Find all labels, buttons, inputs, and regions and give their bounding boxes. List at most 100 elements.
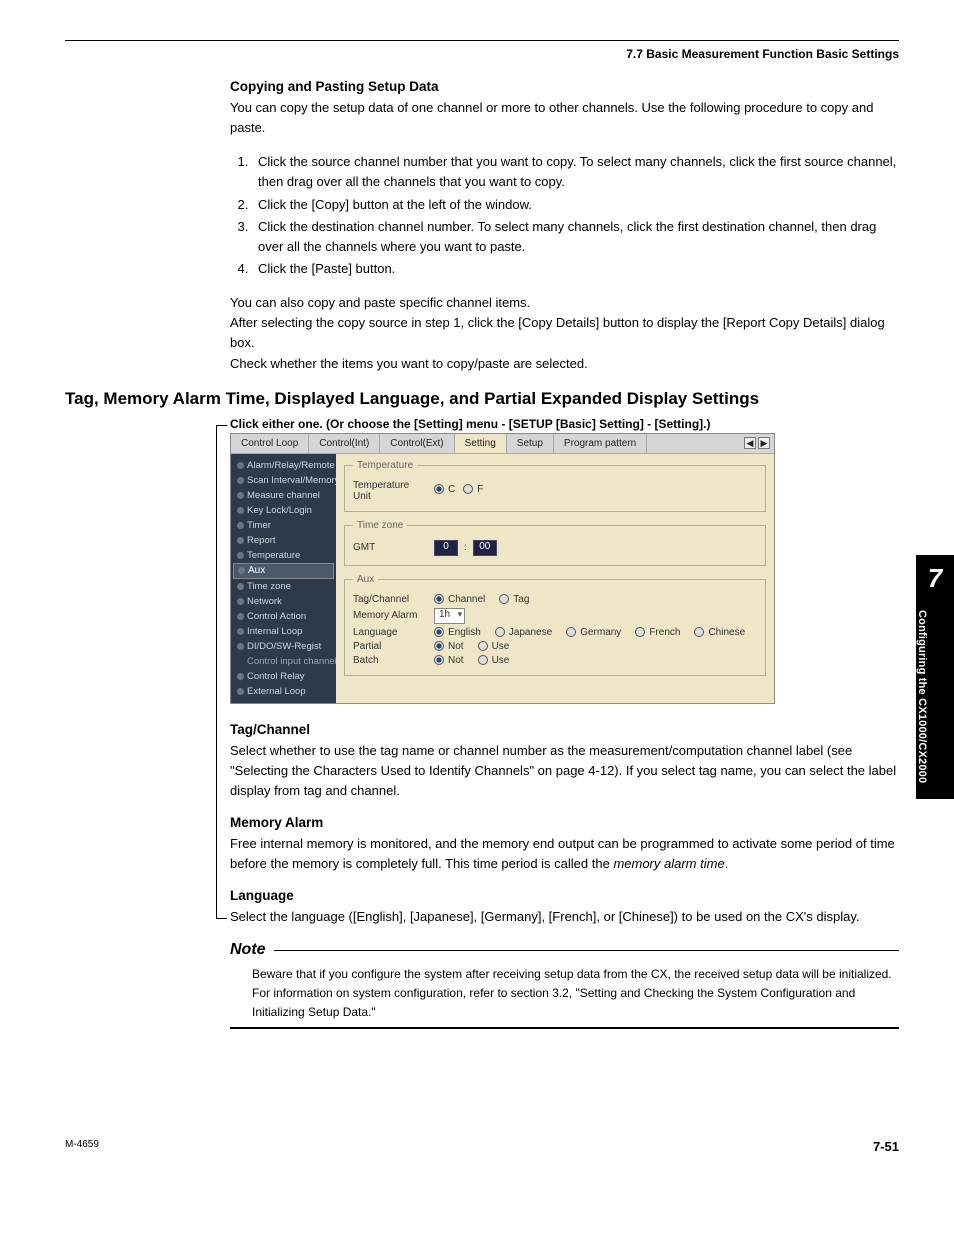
tab-bar: Control LoopControl(Int)Control(Ext)Sett… [231, 434, 774, 454]
bullet-icon [237, 643, 244, 650]
bullet-icon [237, 522, 244, 529]
tab-scroll-right-icon[interactable]: ▶ [758, 437, 770, 449]
sidebar-item[interactable]: Measure channel [233, 488, 334, 503]
tab-control-int-[interactable]: Control(Int) [309, 434, 380, 453]
memory-alarm-text: Free internal memory is monitored, and t… [230, 834, 899, 874]
sidebar-item[interactable]: Internal Loop [233, 624, 334, 639]
select-memory-alarm[interactable]: 1h [434, 608, 465, 624]
sidebar-item[interactable]: Control Action [233, 609, 334, 624]
bullet-icon [237, 583, 244, 590]
bullet-icon [237, 613, 244, 620]
tab-setting[interactable]: Setting [455, 434, 507, 453]
bullet-icon [237, 477, 244, 484]
radio-icon [566, 627, 576, 637]
radio-language-chinese[interactable]: Chinese [694, 627, 745, 638]
language-text: Select the language ([English], [Japanes… [230, 907, 899, 927]
sidebar-item[interactable]: Report [233, 533, 334, 548]
aux-row: PartialNotUse [353, 641, 757, 652]
sidebar-item[interactable]: Control input channel [233, 654, 334, 669]
sidebar-item[interactable]: Time zone [233, 579, 334, 594]
radio-icon [463, 484, 473, 494]
sidebar-item[interactable]: Scan Interval/Memory [233, 473, 334, 488]
radio-language-japanese[interactable]: Japanese [495, 627, 552, 638]
note-body: Beware that if you configure the system … [252, 965, 899, 1021]
aux-row: LanguageEnglishJapaneseGermanyFrenchChin… [353, 627, 757, 638]
screenshot-caption: Click either one. (Or choose the [Settin… [230, 417, 899, 431]
group-temperature: Temperature Temperature Unit CF [344, 460, 766, 512]
step-item: Click the source channel number that you… [252, 152, 899, 192]
chapter-tab: 7 Configuring the CX1000/CX2000 [916, 555, 954, 799]
radio-icon [434, 484, 444, 494]
radio-tag-channel-tag[interactable]: Tag [499, 594, 529, 605]
bullet-icon [237, 598, 244, 605]
step-item: Click the destination channel number. To… [252, 217, 899, 257]
radio-icon [434, 655, 444, 665]
radio-icon [635, 627, 645, 637]
sidebar-item[interactable]: Alarm/Relay/Remote [233, 458, 334, 473]
radio-partial-not[interactable]: Not [434, 641, 464, 652]
settings-sidebar: Alarm/Relay/RemoteScan Interval/MemoryMe… [231, 454, 336, 703]
tab-setup[interactable]: Setup [507, 434, 554, 453]
bullet-icon [237, 462, 244, 469]
gmt-hour-input[interactable]: 0 [434, 540, 458, 556]
group-aux: Aux Tag/ChannelChannelTagMemory Alarm1hL… [344, 574, 766, 676]
radio-batch-use[interactable]: Use [478, 655, 510, 666]
radio-batch-not[interactable]: Not [434, 655, 464, 666]
radio-icon [434, 627, 444, 637]
tab-control-ext-[interactable]: Control(Ext) [380, 434, 454, 453]
bullet-icon [237, 688, 244, 695]
heading-tag-channel: Tag/Channel [230, 722, 899, 737]
radio-icon [499, 594, 509, 604]
sidebar-item[interactable]: Aux [233, 563, 334, 579]
radio-language-english[interactable]: English [434, 627, 481, 638]
group-timezone: Time zone GMT 0 : 00 [344, 520, 766, 566]
heading-tag-settings: Tag, Memory Alarm Time, Displayed Langua… [65, 388, 899, 411]
bullet-icon [237, 628, 244, 635]
sidebar-item[interactable]: Control Relay [233, 669, 334, 684]
radio-icon [478, 641, 488, 651]
bullet-icon [237, 673, 244, 680]
tag-channel-text: Select whether to use the tag name or ch… [230, 741, 899, 801]
bullet-icon [237, 552, 244, 559]
copy-intro: You can copy the setup data of one chann… [230, 98, 899, 138]
tab-control-loop[interactable]: Control Loop [231, 434, 309, 453]
radio-temp-f[interactable]: F [463, 484, 483, 495]
copy-extra: You can also copy and paste specific cha… [230, 293, 899, 374]
gmt-min-input[interactable]: 00 [473, 540, 497, 556]
heading-memory-alarm: Memory Alarm [230, 815, 899, 830]
bullet-icon [237, 507, 244, 514]
heading-language: Language [230, 888, 899, 903]
aux-row: Memory Alarm1h [353, 608, 757, 624]
bullet-icon [237, 537, 244, 544]
radio-icon [434, 594, 444, 604]
bullet-icon [237, 492, 244, 499]
radio-icon [495, 627, 505, 637]
bullet-icon [238, 567, 245, 574]
sidebar-item[interactable]: Network [233, 594, 334, 609]
radio-language-french[interactable]: French [635, 627, 680, 638]
radio-language-germany[interactable]: Germany [566, 627, 621, 638]
footer-page-number: 7-51 [873, 1139, 899, 1154]
settings-main: Temperature Temperature Unit CF Time zon… [336, 454, 774, 703]
footer-doc-id: M-4659 [65, 1139, 99, 1154]
aux-row: Tag/ChannelChannelTag [353, 594, 757, 605]
step-item: Click the [Paste] button. [252, 259, 899, 279]
step-item: Click the [Copy] button at the left of t… [252, 195, 899, 215]
sidebar-item[interactable]: DI/DO/SW-Regist [233, 639, 334, 654]
settings-screenshot: Control LoopControl(Int)Control(Ext)Sett… [230, 433, 775, 704]
sidebar-item[interactable]: Key Lock/Login [233, 503, 334, 518]
radio-tag-channel-channel[interactable]: Channel [434, 594, 485, 605]
radio-temp-c[interactable]: C [434, 484, 455, 495]
sidebar-item[interactable]: External Loop [233, 684, 334, 699]
radio-icon [434, 641, 444, 651]
copy-steps-list: Click the source channel number that you… [252, 152, 899, 279]
sidebar-item[interactable]: Timer [233, 518, 334, 533]
sidebar-item[interactable]: Temperature [233, 548, 334, 563]
radio-partial-use[interactable]: Use [478, 641, 510, 652]
page-header: 7.7 Basic Measurement Function Basic Set… [65, 47, 899, 61]
radio-icon [694, 627, 704, 637]
aux-row: BatchNotUse [353, 655, 757, 666]
tab-program-pattern[interactable]: Program pattern [554, 434, 647, 453]
heading-copy: Copying and Pasting Setup Data [230, 79, 899, 94]
tab-scroll-left-icon[interactable]: ◀ [744, 437, 756, 449]
